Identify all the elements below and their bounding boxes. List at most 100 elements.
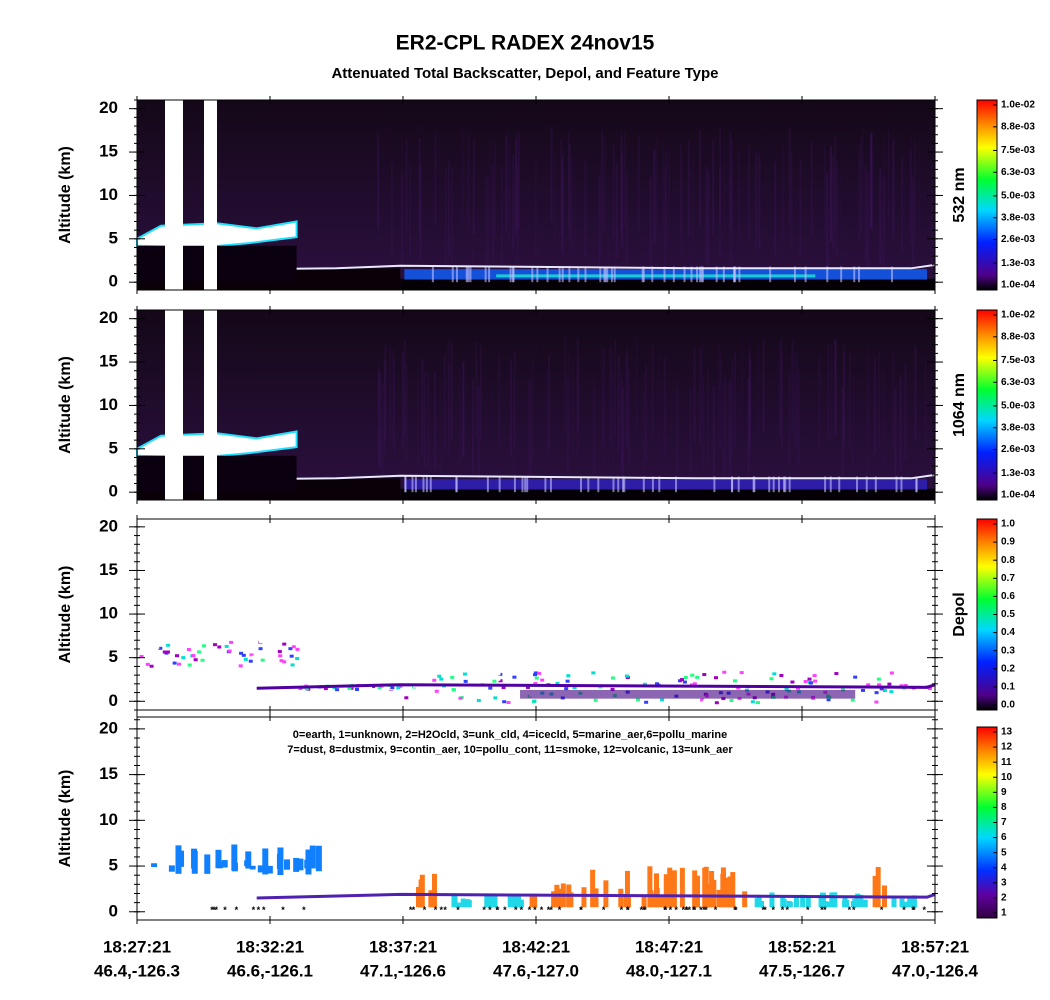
backscatter-streak [444,167,447,263]
backscatter-streak [741,337,744,433]
surface-spike [599,266,602,283]
backscatter-streak [794,352,797,448]
backscatter-streak [660,156,663,252]
colorbar-tick-label: 7.5e-03 [1001,355,1035,366]
backscatter-streak [892,142,895,238]
aerosol-type [492,895,498,908]
backscatter-streak [852,376,855,473]
backscatter-streak [510,360,513,456]
backscatter-streak [909,149,912,245]
depol-pixel [450,695,455,699]
backscatter-streak [387,340,390,437]
surface-spike [531,266,534,283]
earth-marker: * [547,905,551,915]
depol-pixel [458,696,463,700]
y-tick-label: 15 [99,142,118,161]
backscatter-streak [377,134,380,231]
cloud-type [151,863,158,868]
backscatter-streak [440,379,443,475]
surface-spike [429,476,432,493]
y-tick-label: 5 [109,647,118,666]
below-surface [400,488,936,500]
backscatter-streak [878,350,881,446]
surface-spike [488,266,491,283]
aerosol-type [907,897,913,908]
surface-spike [829,476,832,493]
backscatter-streak [607,173,610,269]
depol-pixel [533,682,538,686]
surface-spike [546,266,549,283]
depol-pixel [502,700,507,704]
colorbar-tick-label: 0.8 [1001,555,1015,566]
cloud-type [231,844,238,871]
aerosol-type [692,870,698,908]
backscatter-streak [451,167,454,263]
depol-pixel [496,672,501,676]
backscatter-streak [700,339,702,434]
surface-spike [722,266,725,283]
backscatter-streak [657,350,660,446]
depol-pixel [282,660,287,664]
depol-pixel [644,700,649,704]
depol-pixel [889,690,894,694]
backscatter-streak [892,137,895,234]
backscatter-streak [598,165,601,262]
cloud-type [245,851,252,869]
backscatter-streak [866,385,869,481]
aerosol-type [842,900,848,908]
boundary-layer-top [496,274,816,278]
surface-spike [610,266,613,283]
cloud-type [297,858,304,871]
depol-pixel [512,675,517,679]
backscatter-streak [480,345,483,442]
depol-pixel [463,679,468,683]
backscatter-streak [649,177,652,274]
depol-surface [256,683,936,690]
surface-spike [690,266,693,283]
depol-pixel [839,674,844,678]
cloud-type [249,865,256,870]
cloud-type [277,847,284,875]
earth-marker: * [911,905,915,915]
backscatter-streak [914,345,917,441]
depol-pixel [398,684,403,688]
surface-spike [874,476,877,493]
backscatter-streak [882,175,885,271]
backscatter-streak [389,347,392,444]
earth-marker: * [685,905,689,915]
backscatter-streak [723,139,726,236]
depol-pixel [368,688,373,692]
backscatter-streak [818,354,821,451]
backscatter-streak [810,141,813,237]
backscatter-streak [843,351,846,447]
backscatter-streak [376,130,379,226]
backscatter-streak [794,383,797,479]
depol-pixel [404,696,409,700]
depol-pixel [608,681,613,685]
backscatter-streak [654,149,657,245]
depol-pixel [158,646,163,650]
depol-pixel [779,674,784,678]
surface-spike [577,266,580,283]
surface-spike [715,266,718,283]
surface-spike [465,266,468,283]
cloud-type [244,860,251,867]
depol-pixel [874,691,879,695]
backscatter-streak [508,143,511,240]
below-surface [400,278,936,290]
backscatter-streak [485,387,488,484]
backscatter-streak [891,178,893,273]
depol-pixel [238,664,243,668]
surface-spike [642,476,645,493]
depol-pixel [187,663,192,667]
backscatter-streak [870,131,873,228]
surface-spike [783,476,786,493]
depol-pixel [784,688,789,692]
aerosol-type [862,899,868,908]
backscatter-streak [858,145,861,241]
surface-spike [840,266,843,283]
backscatter-streak [796,350,799,446]
depol-pixel [201,644,206,648]
backscatter-streak [392,349,395,446]
colorbar-tick-label: 8 [1001,802,1007,813]
